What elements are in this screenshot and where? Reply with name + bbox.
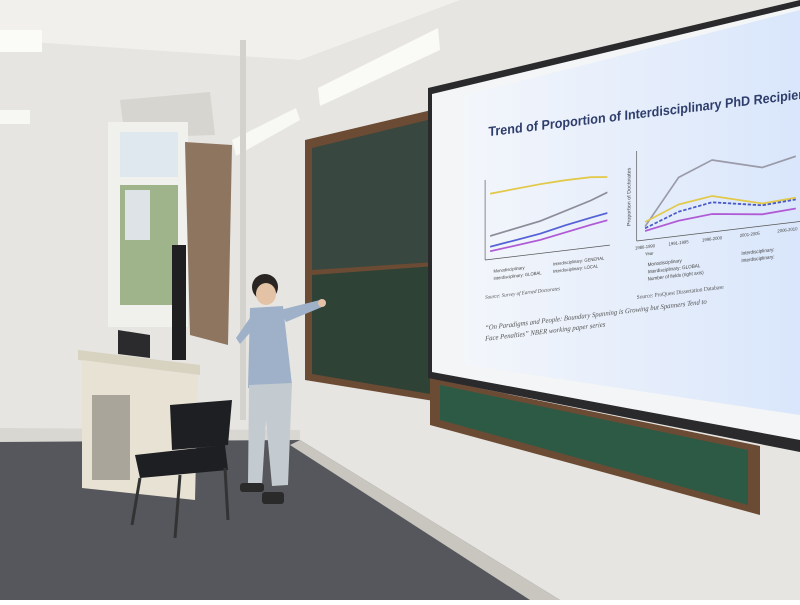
series-line [489, 191, 608, 237]
podium-panel [92, 395, 130, 480]
person-shoe [262, 492, 284, 504]
chair-leg [130, 477, 142, 526]
x-label: 2006-2010 [777, 226, 798, 234]
blackboard [440, 385, 748, 505]
legend-label: Interdisciplinary: GLOBAL [493, 270, 542, 281]
chair-seat [135, 445, 228, 478]
person-hand [318, 299, 326, 307]
ceiling [0, 0, 460, 60]
speaker [172, 245, 186, 360]
laptop [118, 330, 150, 358]
curtain [185, 142, 232, 345]
ceiling-light [0, 30, 42, 52]
legend-label: Monodisciplinary [648, 258, 683, 268]
series-line [490, 176, 608, 195]
x-label: 1996-2000 [702, 235, 723, 243]
pipe [240, 40, 246, 420]
legend-label: Monodisciplinary [493, 265, 525, 274]
legend-label: Interdisciplinary: LOCAL [553, 263, 599, 274]
x-label: 2001-2005 [740, 231, 761, 239]
series-line [644, 155, 796, 227]
podium-top [78, 350, 200, 375]
building [125, 190, 150, 240]
legend-label: Interdisciplinary: GENERAL [553, 255, 605, 266]
x-label: 1991-1995 [669, 239, 690, 247]
series-line [490, 212, 608, 248]
blackboard [312, 118, 436, 270]
window-glass [120, 132, 178, 177]
axis [636, 221, 800, 242]
y-label: Proportion of Doctorates [627, 167, 633, 226]
x-label: 1986-1990 [635, 243, 656, 251]
person-arm [280, 300, 322, 322]
person-shirt [248, 306, 292, 388]
person-pants [248, 383, 292, 486]
person-face [256, 283, 276, 305]
slide [465, 10, 800, 415]
x-title: Year [645, 250, 654, 256]
chair-back [170, 400, 232, 450]
wall-lamp [318, 28, 440, 106]
person-shoe [240, 483, 264, 492]
baseboard [290, 440, 560, 600]
chair-leg [173, 474, 182, 539]
chair-leg [223, 467, 230, 521]
person-arm [236, 315, 256, 344]
legend-label: Interdisciplinary: [741, 254, 774, 264]
series-line [490, 219, 608, 253]
axis [485, 244, 610, 261]
series-line [644, 207, 796, 232]
ceiling-light [0, 110, 30, 124]
wall-lamp [232, 108, 300, 156]
series-line [644, 198, 796, 230]
series-line [644, 195, 796, 223]
legend-label: Interdisciplinary: [741, 247, 774, 257]
blackboard [312, 266, 436, 395]
